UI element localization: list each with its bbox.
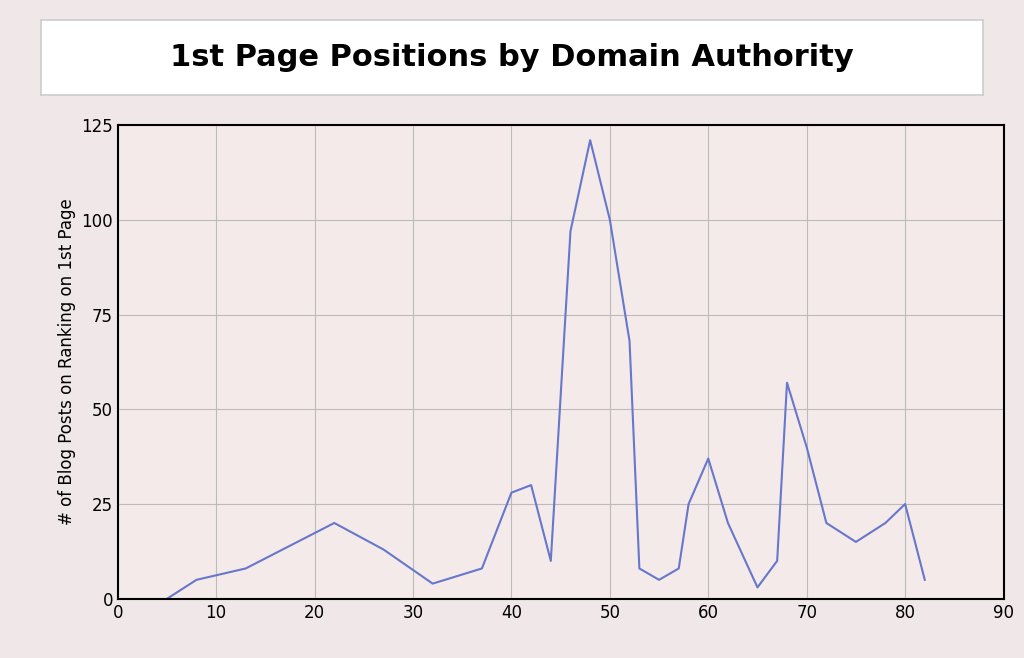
Y-axis label: # of Blog Posts on Ranking on 1st Page: # of Blog Posts on Ranking on 1st Page — [57, 199, 76, 525]
Text: 1st Page Positions by Domain Authority: 1st Page Positions by Domain Authority — [170, 43, 854, 72]
